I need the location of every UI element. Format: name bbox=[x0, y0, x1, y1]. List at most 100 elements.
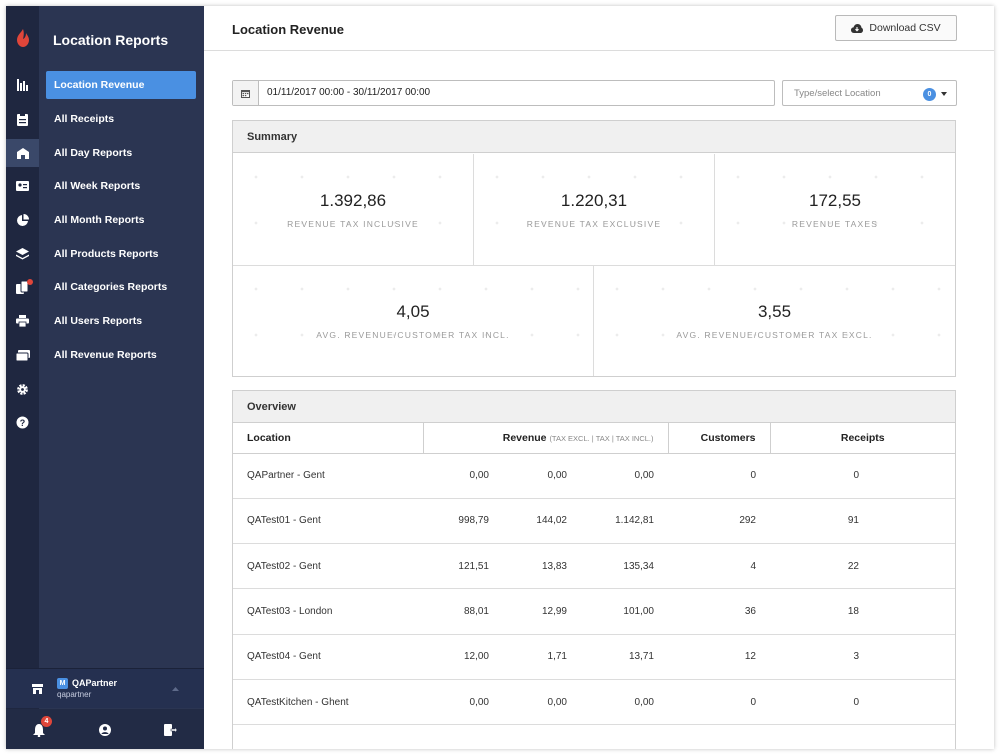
sidebar-item-all-week-reports[interactable]: All Week Reports bbox=[54, 180, 141, 192]
cell-revenue-tax-excl: 0,00 bbox=[423, 679, 489, 726]
cell-revenue-tax-incl: 0,00 bbox=[567, 453, 668, 499]
cell-revenue-tax-excl: 0,00 bbox=[423, 453, 489, 499]
metric-label: Revenue taxes bbox=[791, 218, 879, 229]
metric-label: Revenue tax inclusive bbox=[287, 218, 419, 229]
overview-title: Overview bbox=[233, 391, 955, 423]
cell-customers: 12 bbox=[668, 634, 770, 680]
logout-icon[interactable] bbox=[164, 724, 177, 736]
caret-down-icon bbox=[941, 92, 947, 96]
cell-receipts: 91 bbox=[770, 498, 955, 545]
app-window: ? Location Reports Location Revenue All … bbox=[6, 6, 994, 749]
download-csv-button[interactable]: Download CSV bbox=[835, 15, 957, 41]
cell-customers: 4 bbox=[668, 543, 770, 590]
sidebar-item-all-categories-reports[interactable]: All Categories Reports bbox=[54, 281, 168, 293]
cell-location: QATest02 - Gent bbox=[233, 543, 423, 590]
cell-location: QAPartner - Gent bbox=[233, 453, 423, 499]
metric-avg-revenue-customer-tax-incl: 4,05 Avg. revenue/customer tax incl. bbox=[233, 266, 594, 376]
metric-revenue-taxes: 172,55 Revenue taxes bbox=[715, 154, 955, 266]
sidebar-nav: Location Reports Location Revenue All Re… bbox=[39, 6, 204, 749]
svg-text:?: ? bbox=[20, 418, 26, 428]
column-header-receipts[interactable]: Receipts bbox=[770, 423, 955, 454]
sidebar-item-location-revenue[interactable]: Location Revenue bbox=[46, 71, 196, 99]
cards-icon[interactable] bbox=[6, 341, 39, 369]
id-card-icon[interactable] bbox=[6, 172, 39, 200]
metric-value: 4,05 bbox=[396, 302, 430, 321]
metric-value: 1.392,86 bbox=[319, 190, 387, 210]
gear-icon[interactable] bbox=[6, 375, 39, 403]
metric-label: Revenue tax exclusive bbox=[526, 218, 662, 229]
pie-chart-icon[interactable] bbox=[6, 206, 39, 234]
chevron-up-icon[interactable] bbox=[172, 687, 179, 691]
date-range-picker[interactable] bbox=[232, 80, 775, 106]
summary-panel: Summary 1.392,86 Revenue tax inclusive 1… bbox=[232, 120, 956, 377]
metric-label: Avg. revenue/customer tax excl. bbox=[676, 330, 873, 340]
account-badge: M bbox=[57, 678, 68, 689]
metric-value: 172,55 bbox=[809, 190, 861, 210]
cell-receipts: 3 bbox=[770, 634, 955, 680]
cell-receipts: 0 bbox=[770, 679, 955, 726]
column-header-revenue-sub: (TAX EXCL. | TAX | TAX INCL.) bbox=[549, 433, 654, 443]
cell-receipts: 22 bbox=[770, 543, 955, 590]
cell-location: QATestKitchen - Ghent bbox=[233, 679, 423, 726]
icon-rail: ? bbox=[6, 6, 39, 749]
cell-customers: 36 bbox=[668, 588, 770, 635]
help-icon[interactable]: ? bbox=[6, 408, 39, 436]
overview-table: Location Revenue (TAX EXCL. | TAX | TAX … bbox=[233, 423, 955, 726]
table-row[interactable]: QATest01 - Gent 998,79 144,02 1.142,81 292 91 bbox=[233, 498, 955, 545]
cell-revenue-tax-excl: 12,00 bbox=[423, 634, 489, 680]
metric-revenue-tax-exclusive: 1.220,31 Revenue tax exclusive bbox=[474, 154, 715, 266]
cell-revenue-tax: 0,00 bbox=[489, 453, 567, 499]
sidebar-item-all-receipts[interactable]: All Receipts bbox=[54, 113, 115, 125]
cell-receipts: 0 bbox=[770, 453, 955, 499]
metric-avg-revenue-customer-tax-excl: 3,55 Avg. revenue/customer tax excl. bbox=[594, 266, 955, 376]
sidebar-item-all-month-reports[interactable]: All Month Reports bbox=[54, 214, 145, 226]
table-header-row: Location Revenue (TAX EXCL. | TAX | TAX … bbox=[233, 423, 955, 454]
alert-dot bbox=[27, 279, 33, 285]
store-icon[interactable] bbox=[6, 139, 39, 167]
cell-revenue-tax-excl: 88,01 bbox=[423, 588, 489, 635]
cell-customers: 292 bbox=[668, 498, 770, 545]
user-circle-icon[interactable] bbox=[99, 724, 111, 736]
table-row[interactable]: QATest04 - Gent 12,00 1,71 13,71 12 3 bbox=[233, 634, 955, 680]
sidebar-item-all-products-reports[interactable]: All Products Reports bbox=[54, 248, 159, 260]
layers-icon[interactable] bbox=[6, 240, 39, 268]
location-select[interactable]: Type/select Location 0 bbox=[782, 80, 957, 106]
main-content: Location Revenue Download CSV Type/selec… bbox=[204, 6, 994, 749]
metric-revenue-tax-inclusive: 1.392,86 Revenue tax inclusive bbox=[233, 154, 474, 266]
nav-title: Location Reports bbox=[53, 32, 169, 48]
location-count-badge: 0 bbox=[923, 88, 936, 101]
lightspeed-logo-icon[interactable] bbox=[6, 24, 39, 52]
sidebar-item-all-day-reports[interactable]: All Day Reports bbox=[54, 147, 133, 159]
cell-revenue-tax: 12,99 bbox=[489, 588, 567, 635]
cloud-download-icon bbox=[851, 23, 864, 33]
cell-revenue-tax-incl: 13,71 bbox=[567, 634, 668, 680]
cell-location: QATest03 - London bbox=[233, 588, 423, 635]
table-row[interactable]: QAPartner - Gent 0,00 0,00 0,00 0 0 bbox=[233, 453, 955, 499]
page-header: Location Revenue Download CSV bbox=[204, 6, 994, 51]
printer-icon[interactable] bbox=[6, 307, 39, 335]
sidebar-item-all-revenue-reports[interactable]: All Revenue Reports bbox=[54, 349, 157, 361]
column-header-revenue[interactable]: Revenue (TAX EXCL. | TAX | TAX INCL.) bbox=[423, 423, 669, 454]
account-switcher[interactable] bbox=[6, 668, 204, 708]
table-row[interactable]: QATest03 - London 88,01 12,99 101,00 36 18 bbox=[233, 588, 955, 635]
bar-chart-icon[interactable] bbox=[6, 71, 39, 99]
page-title: Location Revenue bbox=[232, 22, 344, 37]
download-csv-label: Download CSV bbox=[869, 22, 941, 34]
cell-revenue-tax-excl: 121,51 bbox=[423, 543, 489, 590]
summary-title: Summary bbox=[233, 121, 955, 153]
clipboard-icon[interactable] bbox=[6, 105, 39, 133]
sidebar-item-all-users-reports[interactable]: All Users Reports bbox=[54, 315, 143, 327]
column-header-customers[interactable]: Customers bbox=[668, 423, 771, 454]
table-row[interactable]: QATestKitchen - Ghent 0,00 0,00 0,00 0 0 bbox=[233, 679, 955, 726]
metric-value: 1.220,31 bbox=[560, 190, 628, 210]
bell-icon[interactable] bbox=[33, 724, 45, 737]
date-range-input[interactable] bbox=[267, 81, 747, 105]
account-name: QAPartner bbox=[72, 678, 118, 688]
column-header-location[interactable]: Location bbox=[233, 423, 424, 454]
table-row[interactable]: QATest02 - Gent 121,51 13,83 135,34 4 22 bbox=[233, 543, 955, 590]
bottom-toolbar bbox=[6, 709, 204, 749]
devices-icon[interactable] bbox=[6, 273, 39, 301]
cell-receipts: 18 bbox=[770, 588, 955, 635]
cell-revenue-tax-incl: 135,34 bbox=[567, 543, 668, 590]
calendar-icon[interactable] bbox=[233, 81, 259, 105]
